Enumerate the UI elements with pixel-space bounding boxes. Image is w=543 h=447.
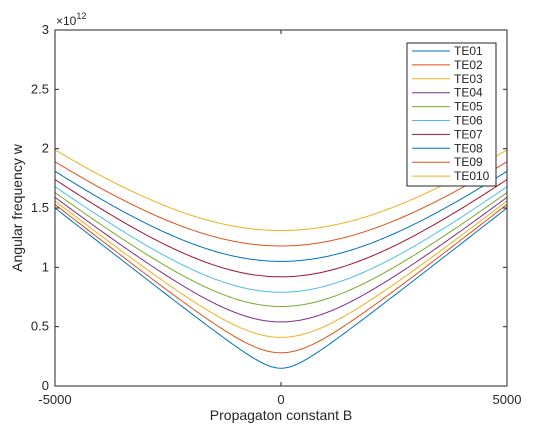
legend-label-te010: TE010 [454,169,490,183]
y-tick-label: 0 [42,378,49,393]
x-tick-label: 5000 [493,392,522,407]
legend-label-te04: TE04 [454,86,483,100]
y-axis-exponent-label: ×1012 [56,11,86,28]
series-line-te03 [54,200,508,338]
series-line-te02 [54,204,508,354]
legend: TE01TE02TE03TE04TE05TE06TE07TE08TE09TE01… [406,42,497,187]
legend-label-te01: TE01 [454,44,483,58]
x-axis-label: Propagaton constant B [210,407,352,423]
legend-label-te02: TE02 [454,58,483,72]
series-line-te08 [54,170,508,262]
legend-label-te03: TE03 [454,72,483,86]
legend-label-te06: TE06 [454,114,483,128]
y-tick-label: 1 [42,259,49,274]
series-line-te01 [54,207,508,369]
series-line-te04 [54,196,508,323]
y-tick-label: 0.5 [31,319,49,334]
y-tick-label: 1.5 [31,200,49,215]
series-line-te07 [54,179,508,278]
legend-label-te09: TE09 [454,155,483,169]
y-axis-exponent-power: 12 [76,11,86,21]
y-tick-label: 2 [42,141,49,156]
series-line-te06 [54,186,508,293]
y-axis-label: Angular frequency w [9,143,25,272]
plot-lines [54,149,508,369]
series-line-te09 [54,161,508,247]
legend-label-te08: TE08 [454,141,483,155]
series-line-te05 [54,192,508,307]
x-tick-label: -5000 [38,392,71,407]
legend-label-te05: TE05 [454,100,483,114]
y-tick-label: 3 [42,22,49,37]
y-tick-label: 2.5 [31,81,49,96]
legend-label-te07: TE07 [454,127,483,141]
x-tick-label: 0 [277,392,284,407]
series-line-te010 [54,149,508,232]
y-axis-exponent-base: ×10 [56,14,77,28]
